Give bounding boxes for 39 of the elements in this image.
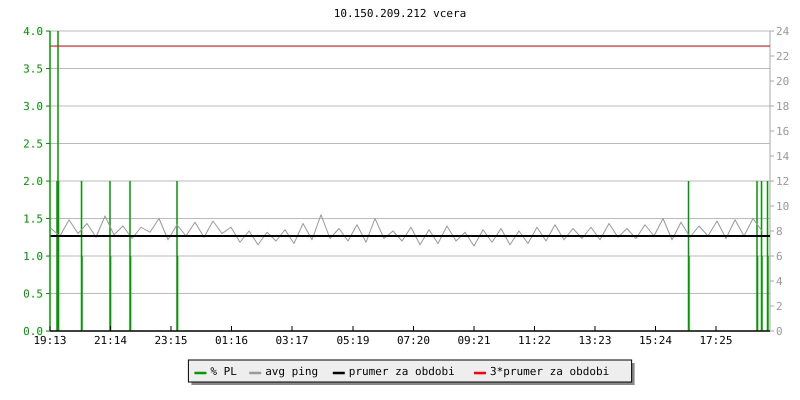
- y2-tick-label: 22: [776, 50, 790, 63]
- y2-tick-label: 12: [776, 174, 790, 188]
- y-tick-label: 2.5: [23, 137, 43, 150]
- x-tick-label: 19:13: [33, 334, 67, 347]
- x-tick-label: 01:16: [214, 334, 248, 347]
- x-tick-label: 23:15: [154, 334, 188, 347]
- y2-tick-label: 0: [776, 324, 783, 338]
- y-tick-label: 1.5: [23, 212, 43, 226]
- legend-label: prumer za obdobi: [348, 365, 455, 378]
- x-tick-label: 13:23: [578, 334, 612, 347]
- y-tick-label: 1.0: [23, 250, 43, 263]
- x-tick-label: 07:20: [396, 334, 430, 347]
- legend-label: 3*prumer za obdobi: [490, 365, 610, 378]
- y2-tick-label: 18: [776, 100, 790, 113]
- x-tick-label: 05:19: [336, 334, 370, 347]
- x-tick-label: 21:14: [94, 334, 128, 347]
- y2-tick-label: 20: [776, 74, 790, 88]
- x-tick-label: 15:24: [638, 334, 672, 347]
- y2-tick-label: 6: [776, 250, 783, 263]
- y-tick-label: 3.0: [23, 100, 43, 113]
- legend-label: % PL: [210, 365, 238, 378]
- y-tick-label: 4.0: [23, 24, 43, 38]
- y2-tick-label: 10: [776, 200, 790, 213]
- line-series: [50, 214, 762, 246]
- x-tick-label: 11:22: [518, 334, 552, 347]
- x-tick-label: 17:25: [699, 334, 733, 347]
- y-tick-label: 0.5: [23, 287, 43, 300]
- y2-tick-label: 16: [776, 124, 790, 138]
- y2-tick-label: 8: [776, 224, 783, 238]
- chart-title: 10.150.209.212 vcera: [334, 7, 466, 20]
- x-tick-label: 03:17: [275, 334, 309, 347]
- y2-tick-label: 2: [776, 300, 783, 313]
- y2-tick-label: 4: [776, 274, 783, 288]
- y-tick-label: 2.0: [23, 174, 43, 188]
- legend-label: avg ping: [265, 365, 318, 378]
- y2-tick-label: 14: [776, 150, 790, 163]
- y-tick-label: 3.5: [23, 62, 43, 76]
- y2-tick-label: 24: [776, 24, 790, 38]
- x-tick-label: 09:21: [457, 334, 491, 347]
